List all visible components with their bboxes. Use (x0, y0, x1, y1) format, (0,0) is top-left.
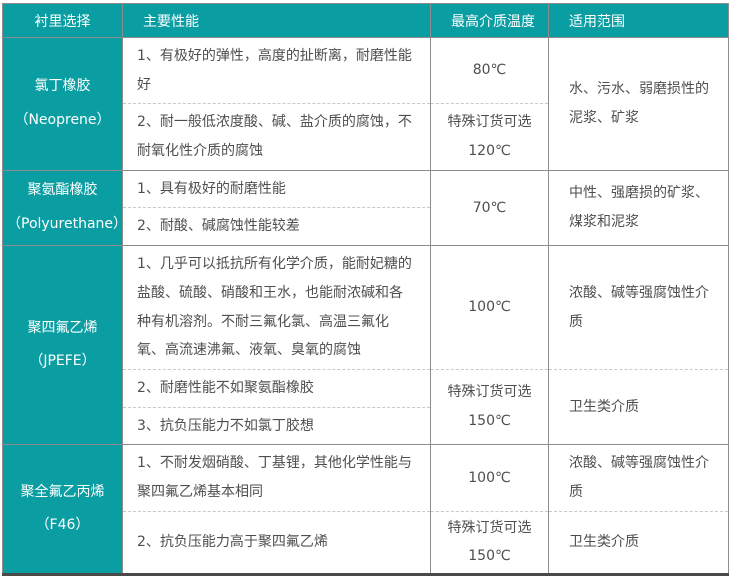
table-row: 2、耐酸、碱腐蚀性能较差 (3, 207, 729, 246)
performance-cell: 2、抗负压能力高于聚四氟乙烯 (122, 510, 431, 575)
column-header-lining: 衬里选择 (2, 3, 123, 38)
table-row: 2、耐磨性能不如聚氨酯橡胶 特殊订货可选 150℃ 卫生类介质 (3, 368, 729, 445)
header-row: 衬里选择 主要性能 最高介质温度 适用范围 (2, 3, 729, 38)
performance-cell: 3、抗负压能力不如氯丁胶想 (122, 406, 431, 445)
performance-cell: 1、有极好的弹性，高度的扯断离，耐磨性能好 (122, 36, 431, 104)
page: 衬里选择 主要性能 最高介质温度 适用范围 氯丁橡胶 （Neoprene） 1、… (2, 3, 729, 576)
temperature-cell: 80℃ (430, 36, 549, 104)
application-cell: 水、污水、弱磨损性的泥浆、矿浆 (548, 37, 729, 171)
temperature-cell: 特殊订货可选 120℃ (430, 103, 549, 171)
temperature-cell: 100℃ (430, 245, 549, 370)
application-cell: 卫生类介质 (548, 368, 729, 445)
column-header-max-temp: 最高介质温度 (430, 3, 549, 38)
table-row: 2、耐一般低浓度酸、碱、盐介质的腐蚀，不耐氧化性介质的腐蚀 特殊订货可选 120… (3, 103, 729, 171)
table-row: 聚四氟乙烯 （JPEFE） 1、几乎可以抵抗所有化学介质，能耐妃糖的盐酸、硫酸、… (2, 245, 729, 445)
lining-name-neoprene: 氯丁橡胶 （Neoprene） (2, 37, 123, 171)
application-cell: 中性、强磨损的矿浆、煤浆和泥浆 (548, 169, 729, 246)
performance-cell: 2、耐一般低浓度酸、碱、盐介质的腐蚀，不耐氧化性介质的腐蚀 (122, 103, 431, 171)
temperature-cell: 100℃ (430, 444, 549, 512)
lining-comparison-table: 衬里选择 主要性能 最高介质温度 适用范围 氯丁橡胶 （Neoprene） 1、… (2, 3, 729, 576)
application-cell: 卫生类介质 (548, 510, 729, 575)
lining-name-f46: 聚全氟乙丙烯 （F46） (2, 444, 123, 575)
temperature-cell: 70℃ (430, 169, 549, 246)
lining-name-polyurethane: 聚氨酯橡胶 （Polyurethane） (2, 169, 123, 246)
application-cell: 浓酸、碱等强腐蚀性介质 (548, 245, 729, 370)
table-row: 聚氨酯橡胶 （Polyurethane） 1、具有极好的耐磨性能 70℃ 中性、… (2, 169, 729, 246)
temperature-cell: 特殊订货可选 150℃ (430, 368, 549, 445)
performance-cell: 2、耐磨性能不如聚氨酯橡胶 (122, 368, 431, 408)
table-row: 聚全氟乙丙烯 （F46） 1、不耐发烟硝酸、丁基锂，其他化学性能与聚四氟乙烯基本… (2, 444, 729, 575)
temperature-cell: 特殊订货可选 150℃ (430, 510, 549, 575)
performance-cell: 1、具有极好的耐磨性能 (122, 169, 431, 208)
performance-cell: 1、不耐发烟硝酸、丁基锂，其他化学性能与聚四氟乙烯基本相同 (122, 444, 431, 512)
table-row: 3、抗负压能力不如氯丁胶想 (3, 406, 729, 445)
column-header-performance: 主要性能 (122, 3, 431, 38)
performance-cell: 1、几乎可以抵抗所有化学介质，能耐妃糖的盐酸、硫酸、硝酸和王水，也能耐浓碱和各种… (122, 245, 431, 370)
application-cell: 浓酸、碱等强腐蚀性介质 (548, 444, 729, 512)
table-row: 氯丁橡胶 （Neoprene） 1、有极好的弹性，高度的扯断离，耐磨性能好 80… (2, 36, 729, 171)
column-header-application: 适用范围 (548, 3, 729, 38)
lining-name-ptfe: 聚四氟乙烯 （JPEFE） (2, 245, 123, 445)
performance-cell: 2、耐酸、碱腐蚀性能较差 (122, 207, 431, 246)
